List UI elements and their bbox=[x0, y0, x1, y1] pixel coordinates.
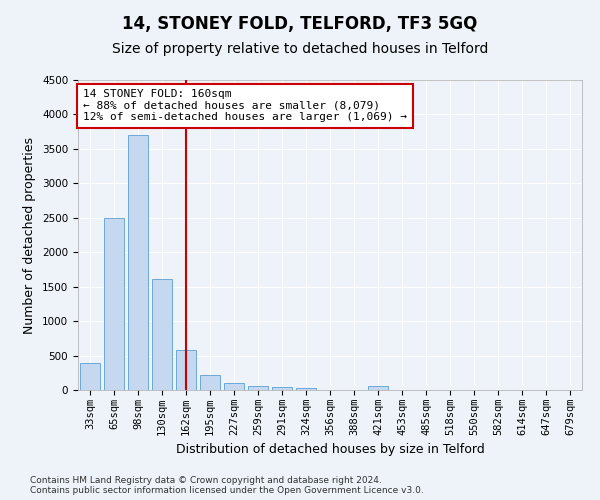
Bar bbox=[272, 387, 292, 390]
Text: 14 STONEY FOLD: 160sqm
← 88% of detached houses are smaller (8,079)
12% of semi-: 14 STONEY FOLD: 160sqm ← 88% of detached… bbox=[83, 90, 407, 122]
Bar bbox=[176, 350, 196, 390]
Text: 14, STONEY FOLD, TELFORD, TF3 5GQ: 14, STONEY FOLD, TELFORD, TF3 5GQ bbox=[122, 15, 478, 33]
Bar bbox=[296, 388, 316, 390]
Bar bbox=[248, 386, 268, 390]
X-axis label: Distribution of detached houses by size in Telford: Distribution of detached houses by size … bbox=[176, 444, 484, 456]
Text: Contains HM Land Registry data © Crown copyright and database right 2024.
Contai: Contains HM Land Registry data © Crown c… bbox=[30, 476, 424, 495]
Y-axis label: Number of detached properties: Number of detached properties bbox=[23, 136, 37, 334]
Bar bbox=[80, 363, 100, 390]
Bar bbox=[152, 279, 172, 390]
Bar bbox=[368, 386, 388, 390]
Bar bbox=[224, 383, 244, 390]
Bar bbox=[200, 375, 220, 390]
Bar bbox=[104, 218, 124, 390]
Bar bbox=[128, 135, 148, 390]
Text: Size of property relative to detached houses in Telford: Size of property relative to detached ho… bbox=[112, 42, 488, 56]
